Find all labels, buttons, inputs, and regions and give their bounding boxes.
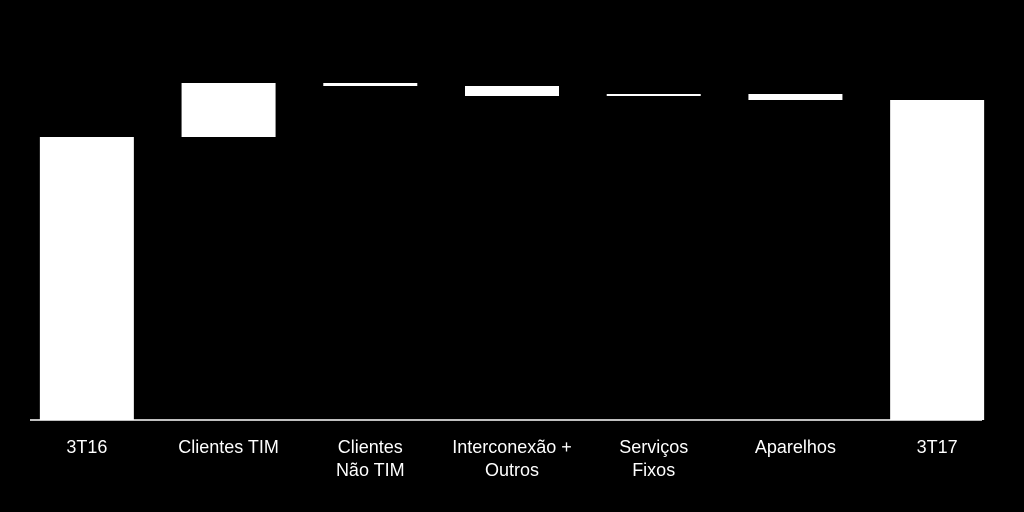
bar	[465, 86, 559, 96]
bar	[606, 94, 701, 96]
x-tick-label: Clientes Não TIM	[335, 437, 405, 480]
x-tick-label: Interconexão + Outros	[452, 437, 572, 480]
bar	[181, 83, 276, 137]
bar	[748, 94, 843, 100]
bar	[890, 100, 985, 420]
bar	[39, 137, 134, 420]
x-tick-label: 3T17	[916, 437, 958, 457]
x-tick-label: Serviços Fixos	[619, 437, 689, 480]
x-tick-label: Aparelhos	[754, 437, 836, 457]
x-tick-label: Clientes TIM	[178, 437, 279, 457]
bar	[323, 83, 418, 86]
x-tick-label: 3T16	[66, 437, 108, 457]
